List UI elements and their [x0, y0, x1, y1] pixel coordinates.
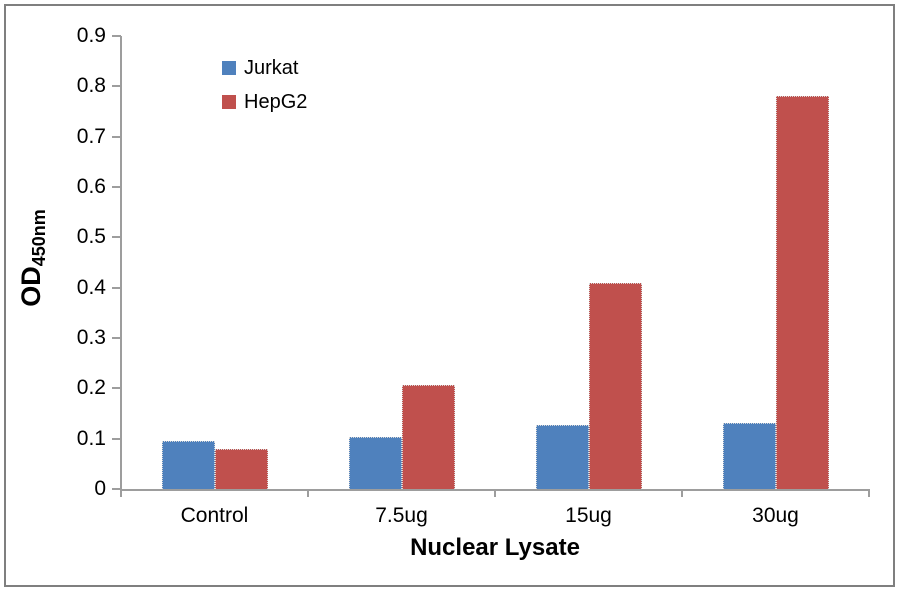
- x-category-label-control: Control: [180, 504, 249, 527]
- y-tick-mark-0-9: [112, 35, 121, 37]
- y-tick-label-0-8: 0.8: [76, 74, 106, 98]
- x-category-label-15ug: 15ug: [565, 504, 612, 527]
- bar-jurkat-15ug: [535, 425, 589, 489]
- y-tick-mark-0-2: [112, 387, 121, 390]
- y-tick-mark-0-1: [112, 437, 121, 440]
- legend-swatch-icon: [222, 95, 236, 109]
- x-tick-mark-1: [307, 489, 309, 497]
- y-tick-mark-0-7: [112, 135, 121, 138]
- legend-entry-jurkat: Jurkat: [222, 57, 307, 79]
- legend-entry-hepg2: HepG2: [222, 91, 307, 113]
- x-tick-mark-0: [120, 489, 122, 497]
- y-tick-label-0-1: 0.1: [76, 426, 106, 450]
- x-category-label-30ug: 30ug: [752, 504, 799, 527]
- chart-outer-frame: [4, 4, 895, 587]
- y-tick-label-0-3: 0.3: [76, 326, 106, 349]
- y-tick-label-0-7: 0.7: [76, 124, 106, 148]
- bar-hepg2-30ug: [775, 96, 829, 489]
- y-tick-mark-0-5: [112, 236, 121, 239]
- x-category-label-7-5ug: 7.5ug: [375, 504, 428, 527]
- bar-hepg2-7-5ug: [401, 384, 455, 489]
- y-axis-line: [120, 36, 122, 491]
- bar-jurkat-7-5ug: [348, 437, 402, 489]
- y-tick-mark-0-3: [112, 337, 121, 339]
- x-axis-title: Nuclear Lysate: [410, 534, 580, 561]
- bar-hepg2-control: [214, 448, 268, 489]
- legend: Jurkat HepG2: [222, 57, 307, 113]
- bar-jurkat-control: [161, 441, 215, 489]
- bar-hepg2-15ug: [588, 282, 642, 489]
- legend-swatch-icon: [222, 61, 236, 75]
- y-tick-mark-0-6: [112, 186, 121, 188]
- legend-label-hepg2: HepG2: [244, 91, 308, 113]
- bar-jurkat-30ug: [722, 422, 776, 489]
- y-tick-label-0-2: 0.2: [76, 376, 106, 400]
- y-tick-mark-0-4: [112, 286, 121, 289]
- y-tick-label-0-6: 0.6: [76, 175, 106, 198]
- y-tick-label-0-5: 0.5: [76, 225, 106, 249]
- y-tick-label-0: 0: [94, 477, 106, 500]
- legend-label-jurkat: Jurkat: [244, 57, 299, 79]
- x-tick-mark-3: [681, 489, 683, 497]
- y-tick-mark-0-8: [112, 85, 121, 88]
- y-tick-mark-0: [112, 488, 121, 490]
- x-tick-mark-2: [494, 489, 496, 497]
- y-tick-label-0-4: 0.4: [76, 275, 106, 299]
- x-tick-mark-4: [868, 489, 870, 497]
- y-tick-label-0-9: 0.9: [76, 24, 106, 47]
